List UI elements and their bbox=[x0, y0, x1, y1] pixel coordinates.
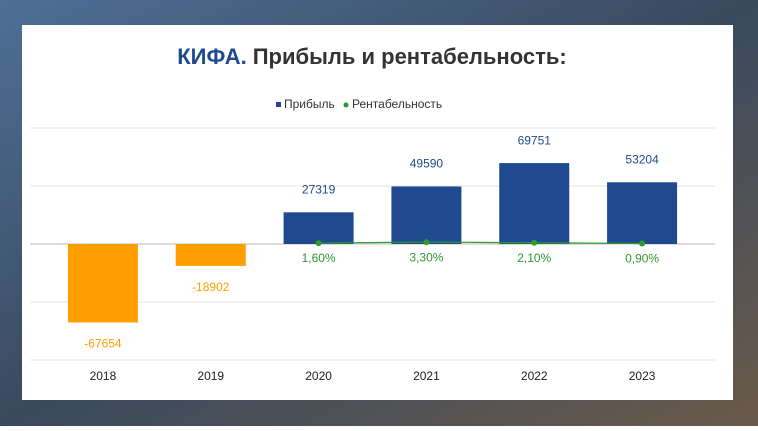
data-label: -18902 bbox=[192, 280, 230, 294]
data-label: 69751 bbox=[518, 133, 552, 147]
point bbox=[531, 239, 538, 246]
x-tick-label: 2019 bbox=[197, 369, 224, 383]
bar bbox=[391, 186, 462, 244]
point bbox=[639, 240, 646, 247]
legend-label: Прибыль bbox=[284, 97, 335, 111]
line bbox=[318, 241, 643, 245]
x-tick-label: 2020 bbox=[305, 369, 332, 383]
title-text: Прибыль и рентабельность: bbox=[253, 44, 567, 69]
chart: Прибыль Рентабельность 2018 -67654 2019 -1890… bbox=[30, 97, 715, 383]
bar bbox=[175, 244, 246, 266]
bar bbox=[607, 182, 678, 244]
bar bbox=[67, 244, 138, 323]
data-label: 0,90% bbox=[625, 252, 659, 266]
data-label: 3,30% bbox=[409, 250, 443, 264]
x-tick-label: 2021 bbox=[413, 369, 440, 383]
point bbox=[315, 240, 322, 247]
bar bbox=[499, 163, 570, 244]
legend-swatch bbox=[343, 102, 349, 108]
chart-title: КИФА. Прибыль и рентабельность: bbox=[177, 44, 566, 69]
data-label: -67654 bbox=[84, 337, 122, 351]
title-highlight: КИФА. bbox=[177, 44, 246, 69]
data-label: 53204 bbox=[625, 152, 659, 166]
x-tick-label: 2018 bbox=[90, 369, 117, 383]
legend-swatch bbox=[276, 102, 281, 107]
bar bbox=[283, 212, 354, 244]
point bbox=[423, 239, 430, 246]
data-label: 27319 bbox=[302, 182, 336, 196]
data-label: 2,10% bbox=[517, 251, 551, 265]
x-tick-label: 2023 bbox=[629, 369, 656, 383]
x-tick-label: 2022 bbox=[521, 369, 548, 383]
data-label: 1,60% bbox=[302, 251, 336, 265]
data-label: 49590 bbox=[410, 157, 444, 171]
legend-label: Рентабельность bbox=[352, 97, 442, 111]
